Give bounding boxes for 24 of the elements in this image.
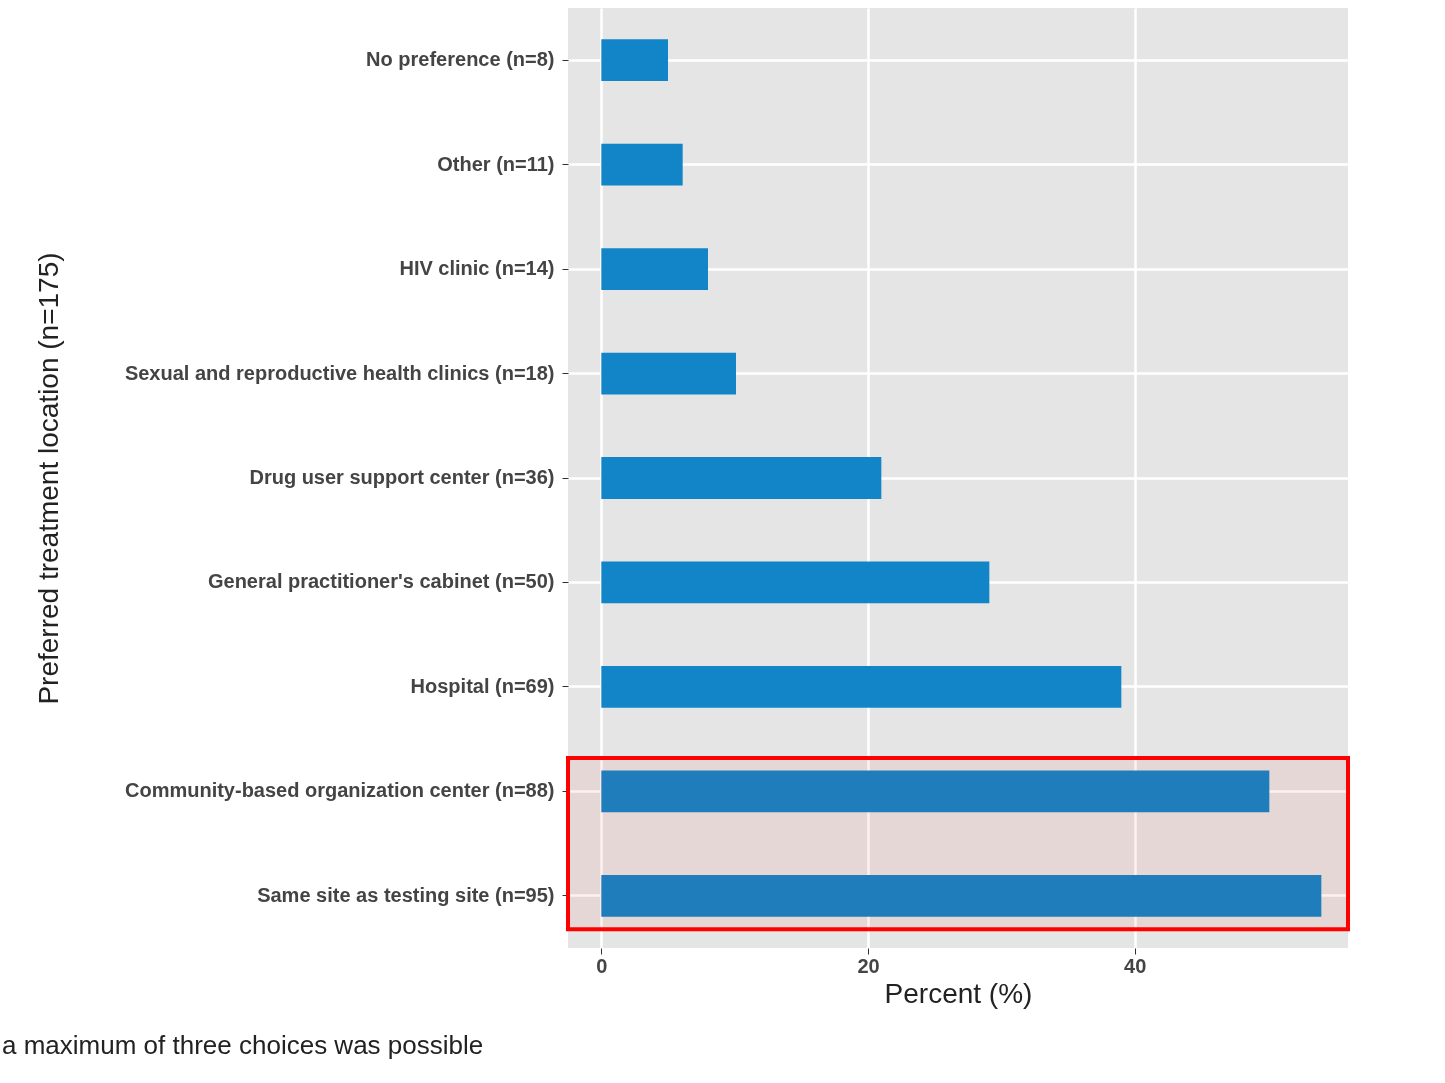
y-tick-label: Community-based organization center (n=88) [124,779,555,802]
x-axis-title: Percent (%) [884,977,1033,1009]
bar [601,666,1122,708]
y-tick-label: General practitioner's cabinet (n=50) [207,570,555,593]
y-axis-title: Preferred treatment location (n=175) [32,252,64,705]
y-tick-label: Sexual and reproductive health clinics (n=18) [124,361,555,384]
bar [601,770,1270,813]
y-tick-label: HIV clinic (n=14) [399,257,555,280]
bar [601,143,683,186]
bar [601,39,668,82]
y-tick-label: No preference (n=8) [366,48,555,71]
y-tick-label: Same site as testing site (n=95) [257,883,555,906]
x-tick-label: 0 [596,954,608,977]
bar [601,561,990,604]
y-tick-label: Hospital (n=69) [410,674,555,697]
bar [601,457,882,499]
x-tick-label: 40 [1124,954,1147,977]
x-tick-label: 20 [857,954,880,977]
y-tick-label: Other (n=11) [437,152,555,175]
bar [601,352,736,395]
text: a maximum of three choices was possible [2,1030,484,1061]
y-tick-label: Drug user support center (n=36) [249,466,555,488]
bar [601,248,708,290]
bar [601,874,1322,917]
